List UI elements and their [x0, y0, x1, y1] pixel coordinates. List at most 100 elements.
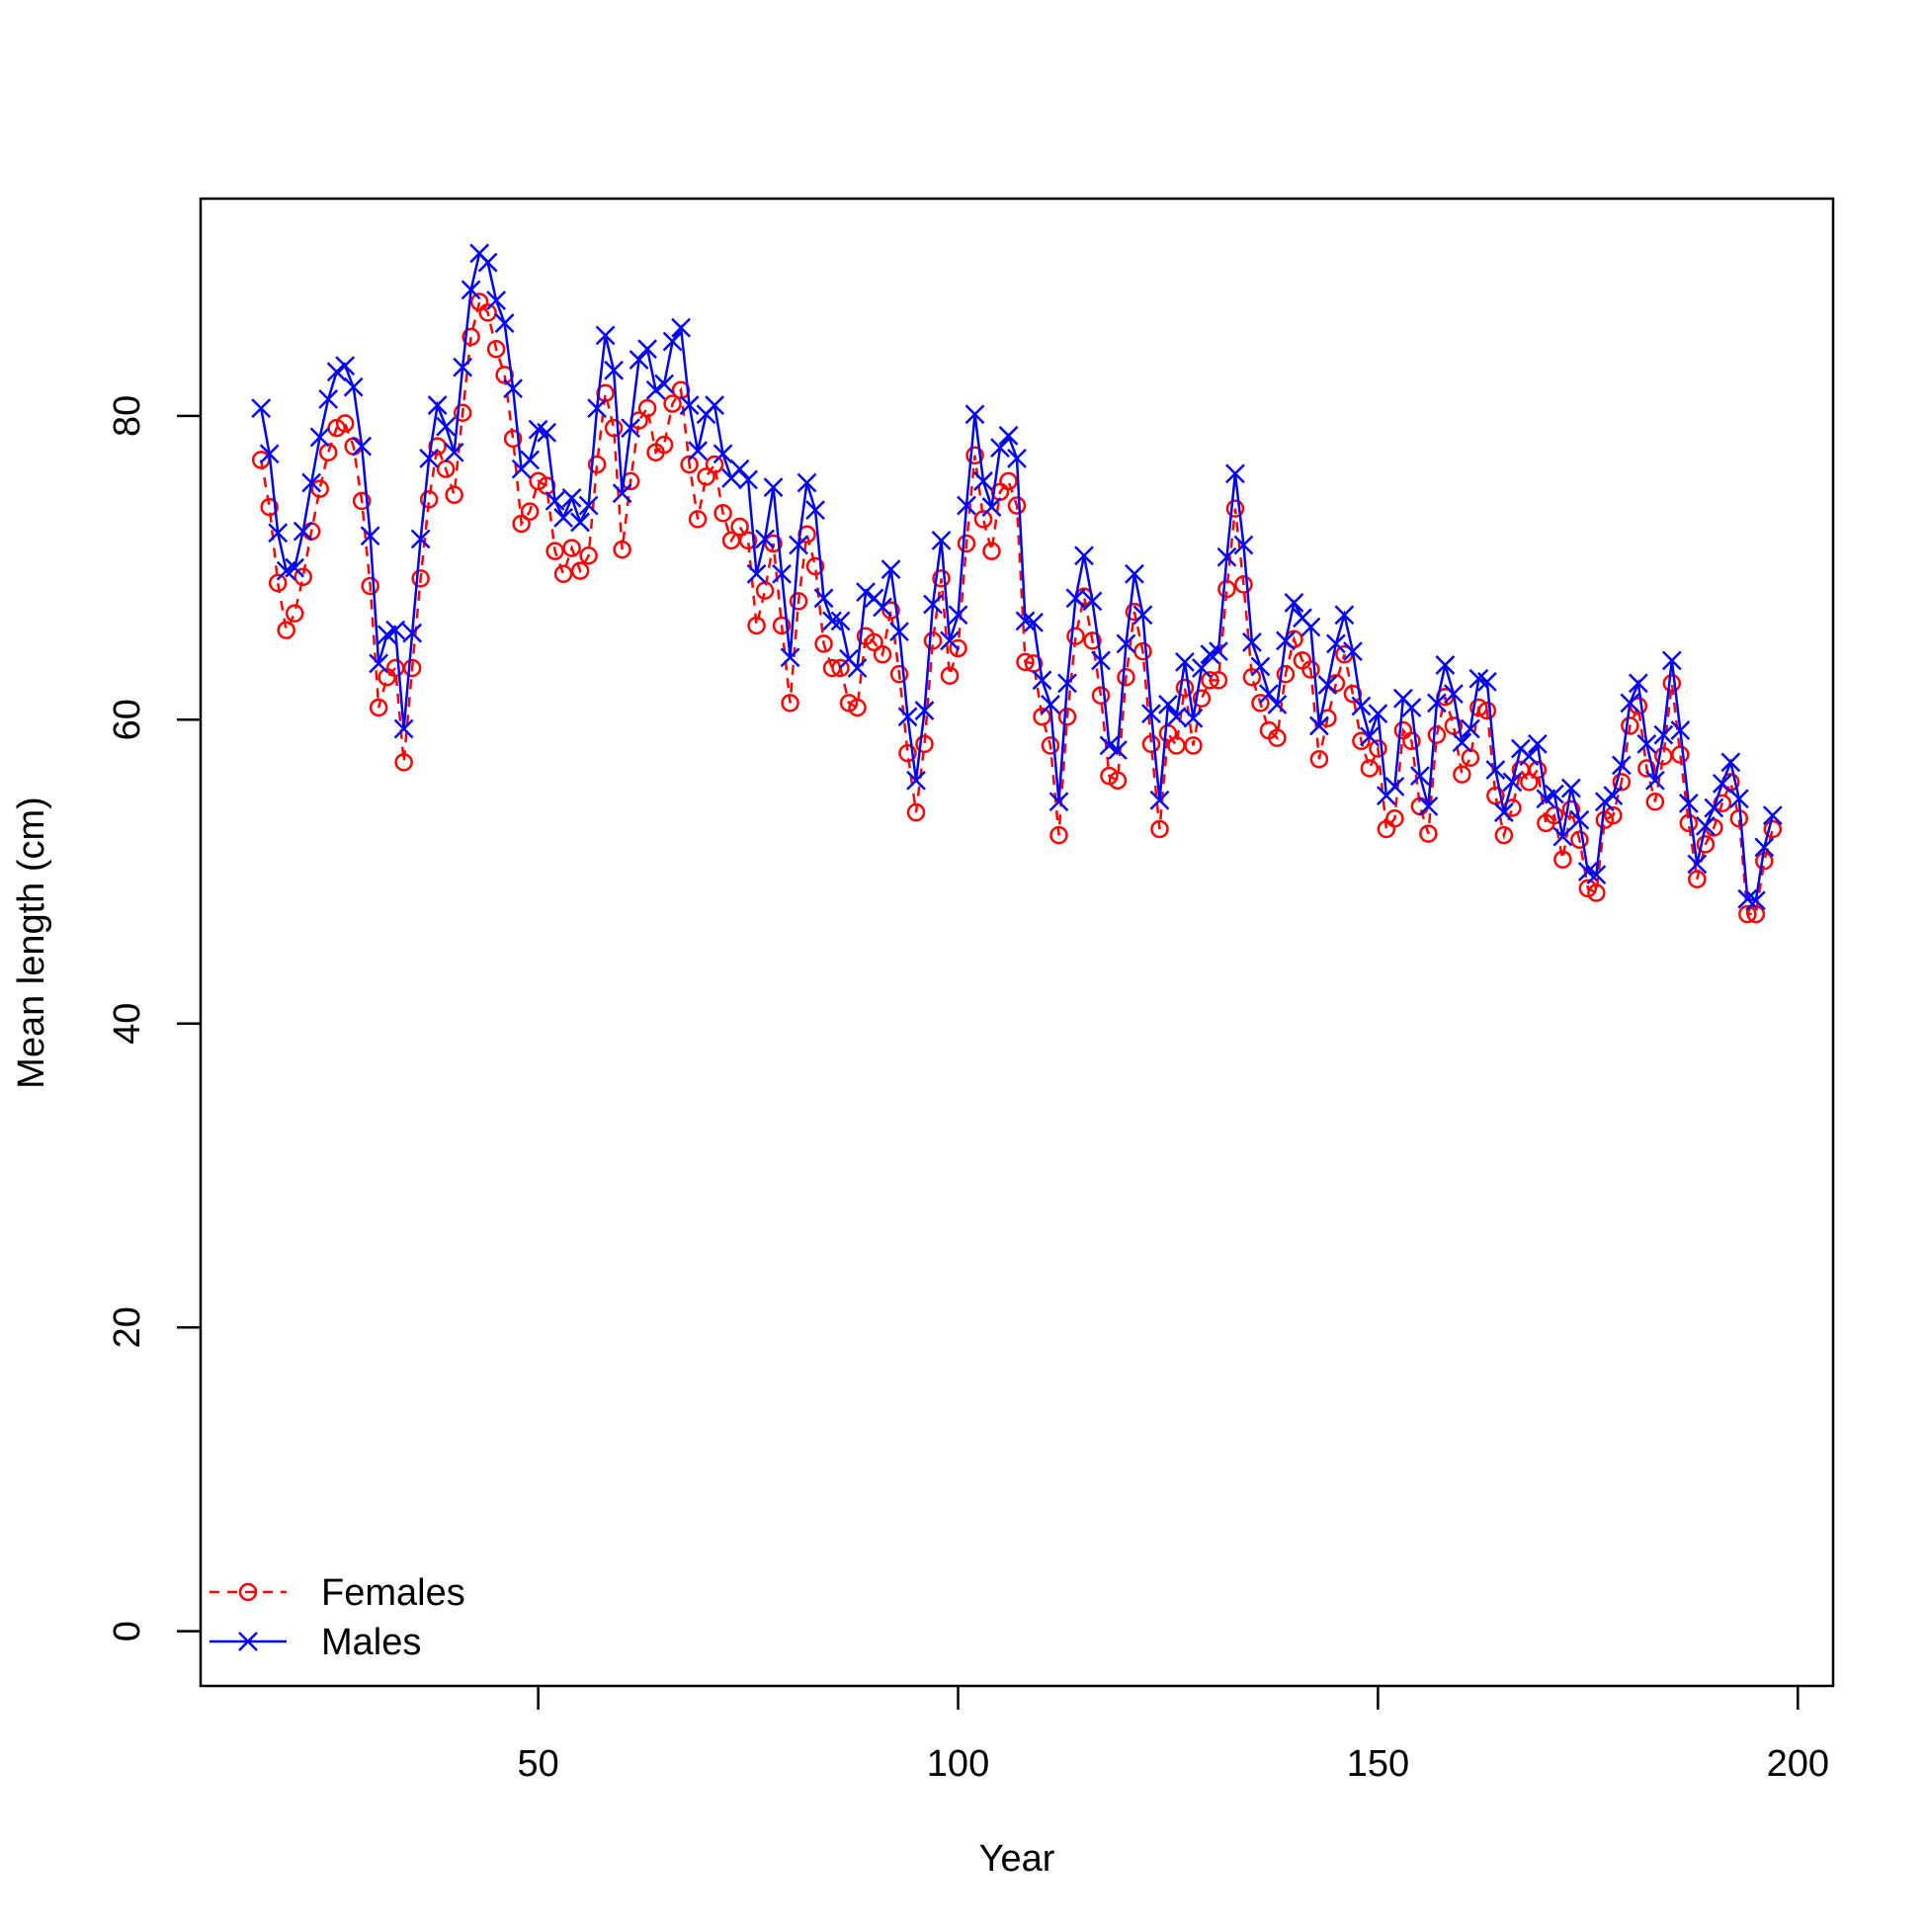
point — [1604, 805, 1623, 825]
point — [805, 556, 825, 576]
point — [1544, 784, 1564, 804]
point — [520, 502, 540, 521]
point — [848, 698, 867, 717]
point — [738, 469, 758, 490]
point — [486, 339, 506, 359]
point — [1284, 593, 1304, 613]
point — [268, 523, 289, 544]
point — [1233, 535, 1254, 555]
point — [1728, 789, 1749, 809]
point — [680, 455, 699, 474]
point — [898, 743, 917, 763]
point — [1418, 797, 1439, 816]
point — [880, 559, 901, 579]
point — [1410, 766, 1430, 787]
point — [520, 450, 541, 470]
point — [512, 514, 531, 534]
x-tick-label: 100 — [927, 1743, 989, 1785]
point — [1704, 798, 1724, 818]
point — [1065, 588, 1086, 609]
point — [1452, 732, 1472, 753]
point — [906, 770, 926, 791]
point — [1520, 773, 1539, 792]
point — [906, 802, 926, 822]
point — [343, 377, 364, 397]
point — [1117, 667, 1135, 687]
point — [805, 500, 825, 521]
point — [1360, 759, 1380, 778]
point — [772, 563, 792, 584]
point — [957, 495, 976, 516]
y-axis-label: Mean length (cm) — [11, 797, 52, 1089]
point — [1259, 684, 1279, 705]
point — [495, 366, 514, 384]
point — [1620, 693, 1640, 714]
point — [1007, 496, 1027, 515]
point — [763, 477, 784, 497]
point — [1251, 694, 1270, 713]
point — [309, 427, 330, 448]
point — [1175, 678, 1195, 698]
point — [393, 718, 414, 739]
point — [1587, 883, 1606, 902]
point — [822, 658, 842, 678]
point — [1678, 793, 1699, 813]
point — [772, 616, 792, 635]
point — [671, 317, 691, 338]
point — [1519, 746, 1540, 767]
point — [1360, 726, 1380, 747]
point — [369, 653, 389, 674]
point — [1670, 720, 1691, 740]
point — [537, 422, 556, 443]
point — [1368, 704, 1388, 724]
point — [889, 622, 909, 642]
point — [940, 666, 960, 685]
point — [747, 616, 766, 635]
point — [445, 485, 463, 505]
point — [654, 374, 674, 394]
point — [1469, 698, 1488, 717]
point — [360, 526, 380, 546]
y-tick-label: 60 — [107, 699, 148, 740]
point — [1309, 750, 1329, 769]
point — [965, 446, 984, 465]
point — [1528, 760, 1548, 780]
point — [1401, 698, 1422, 717]
point — [1016, 652, 1035, 672]
point — [1150, 819, 1169, 839]
point — [277, 621, 295, 639]
point — [1108, 740, 1128, 760]
point — [881, 601, 900, 620]
point — [1184, 736, 1203, 755]
point — [1738, 904, 1757, 924]
point — [1301, 660, 1320, 679]
point — [1553, 850, 1572, 869]
point — [1493, 802, 1514, 822]
point — [411, 569, 430, 588]
point — [1435, 655, 1456, 675]
point — [1268, 728, 1287, 747]
point — [729, 459, 750, 479]
point — [1644, 770, 1665, 791]
point — [1628, 673, 1648, 694]
point — [730, 517, 749, 537]
point — [1637, 759, 1656, 778]
point — [1653, 724, 1674, 745]
point — [1477, 701, 1497, 720]
point — [712, 444, 733, 464]
point — [1502, 772, 1523, 793]
point — [948, 605, 968, 626]
point — [1527, 734, 1548, 754]
point — [587, 398, 607, 419]
point — [1763, 819, 1783, 839]
point — [1326, 633, 1346, 654]
point — [1621, 716, 1639, 735]
point — [1594, 792, 1615, 812]
point — [1745, 890, 1766, 911]
point — [604, 360, 624, 380]
point — [1250, 656, 1271, 677]
point — [1166, 707, 1187, 727]
point — [562, 539, 581, 557]
point — [1158, 695, 1178, 714]
